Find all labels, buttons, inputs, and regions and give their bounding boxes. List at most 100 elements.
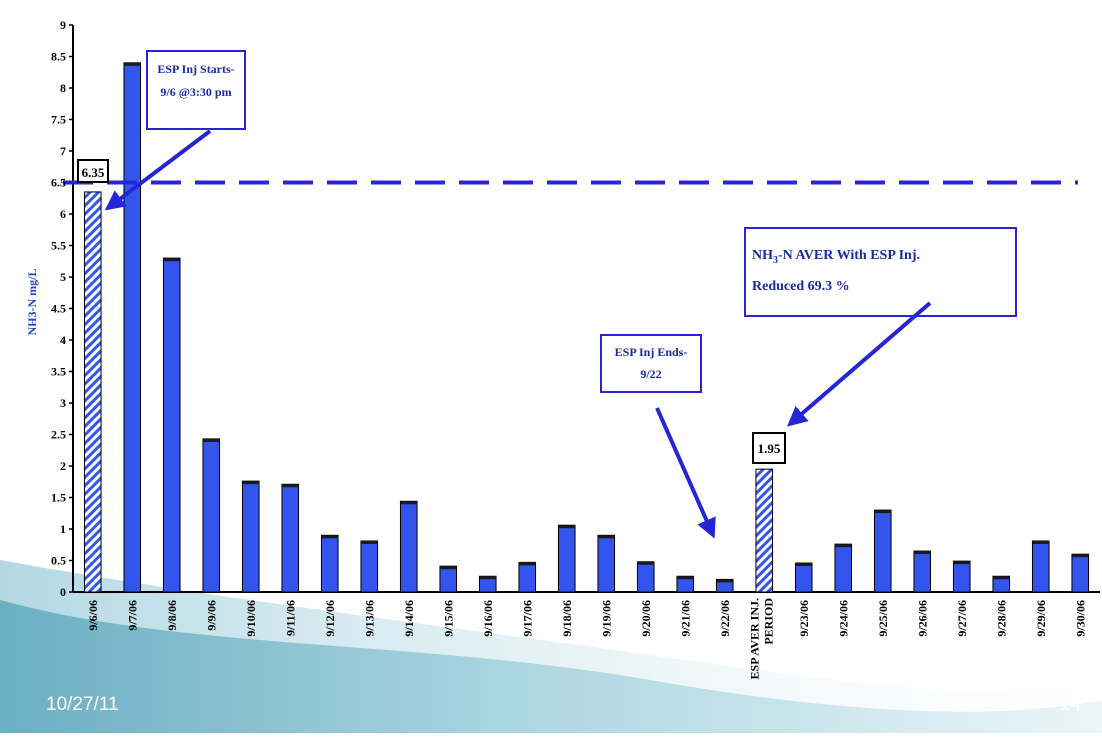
- x-tick-label: 9/20/06: [639, 600, 653, 637]
- bar-cap: [795, 563, 813, 567]
- callout-reduction: NH3-N AVER With ESP Inj. Reduced 69.3 %: [744, 227, 1017, 427]
- bar-cap: [360, 540, 378, 544]
- svg-text:9/6 @3:30 pm: 9/6 @3:30 pm: [160, 85, 231, 99]
- svg-text:ESP Inj Ends-: ESP Inj Ends-: [615, 345, 688, 359]
- bar-cap: [439, 566, 457, 570]
- x-tick-label: 9/19/06: [599, 600, 613, 637]
- bar-cap: [400, 501, 418, 505]
- x-tick-label: 9/17/06: [520, 600, 534, 637]
- data-label-1-95: 1.95: [752, 432, 786, 464]
- y-tick-label: 2: [60, 459, 66, 473]
- bar-9-24-06: [834, 543, 853, 593]
- x-tick-label: 9/18/06: [560, 600, 574, 637]
- bar-cap: [1032, 540, 1050, 544]
- bar-9-7-06: [123, 62, 142, 593]
- y-tick-label: 8: [60, 81, 66, 95]
- y-tick-label: 2.5: [51, 428, 66, 442]
- x-tick-label: 9/9/06: [204, 600, 218, 631]
- bar-9-11-06: [281, 483, 300, 593]
- y-tick-label: 6: [60, 207, 66, 221]
- bar-cap: [953, 561, 971, 565]
- slide-number: 14: [1060, 694, 1082, 715]
- x-tick-label: 9/10/06: [244, 600, 258, 637]
- footer-date: 10/27/11: [46, 694, 119, 715]
- y-tick-label: 4: [60, 333, 66, 347]
- y-tick-labels: 0 0.5 1 1.5 2 2.5 3 3.5 4 4.5 5 5.5 6 6.5 7 7.5 8 8.5 9: [51, 18, 66, 599]
- bar-9-13-06: [360, 540, 379, 593]
- bar-9-30-06: [1071, 553, 1090, 593]
- svg-text:6.35: 6.35: [82, 165, 105, 180]
- x-tick-label: 9/28/06: [994, 600, 1008, 637]
- x-tick-label: 9/7/06: [125, 600, 139, 631]
- bar-9-19-06: [597, 534, 616, 593]
- bar-9-29-06: [1031, 540, 1050, 593]
- y-tick-label: 6.5: [51, 176, 66, 190]
- y-tick-label: 7: [60, 144, 66, 158]
- y-tick-label: 3.5: [51, 365, 66, 379]
- bar-cap: [597, 535, 615, 539]
- bar-cap: [242, 481, 260, 485]
- bar-cap: [518, 562, 536, 566]
- x-tick-label: 9/13/06: [362, 600, 376, 637]
- x-tick-label: 9/14/06: [402, 600, 416, 637]
- svg-text:1.95: 1.95: [758, 441, 781, 456]
- bar-9-18-06: [557, 524, 576, 593]
- x-tick-label: ESP AVER INJ.PERIOD: [747, 598, 775, 680]
- bar-9-17-06: [518, 561, 537, 593]
- bar-cap: [163, 258, 181, 262]
- bar-9-27-06: [952, 560, 971, 593]
- y-tick-label: 9: [60, 18, 66, 32]
- y-tick-label: 5: [60, 270, 66, 284]
- bar-9-10-06: [241, 480, 260, 593]
- svg-text:Reduced 69.3 %: Reduced 69.3 %: [752, 279, 850, 294]
- data-label-6-35: 6.35: [77, 159, 109, 183]
- bar-9-26-06: [913, 550, 932, 593]
- y-tick-label: 7.5: [51, 113, 66, 127]
- x-tick-label: 9/27/06: [955, 600, 969, 637]
- x-tick-label: 9/29/06: [1034, 600, 1048, 637]
- x-tick-labels: 9/6/06 9/7/06 9/8/06 9/9/06 9/10/06 9/11/06 9/…: [86, 598, 1088, 680]
- bar-cap: [123, 62, 141, 66]
- bar-cap: [558, 525, 576, 529]
- x-tick-label: 9/25/06: [876, 600, 890, 637]
- svg-text:9/22: 9/22: [640, 367, 661, 381]
- y-tick-label: 8.5: [51, 50, 66, 64]
- x-tick-label: 9/26/06: [915, 600, 929, 637]
- y-tick-label: 0: [60, 585, 66, 599]
- background-waves: [0, 560, 1102, 733]
- svg-text:ESP Inj Starts-: ESP Inj Starts-: [157, 62, 234, 76]
- y-tick-label: 3: [60, 396, 66, 410]
- bar-9-23-06: [794, 562, 813, 593]
- bar-9-15-06: [439, 565, 458, 593]
- y-tick-label: 5.5: [51, 239, 66, 253]
- x-tick-label: 9/11/06: [283, 600, 297, 636]
- x-tick-label: 9/24/06: [836, 600, 850, 637]
- bar-cap: [676, 576, 694, 580]
- bar-9-25-06: [873, 509, 892, 593]
- bar-9-9-06: [202, 438, 221, 593]
- bar-9-12-06: [320, 534, 339, 593]
- x-tick-label: 9/8/06: [165, 600, 179, 631]
- bar-cap: [913, 551, 931, 555]
- bar-cap: [834, 544, 852, 548]
- bar-cap: [479, 576, 497, 580]
- y-tick-label: 1: [60, 522, 66, 536]
- y-tick-label: 1.5: [51, 491, 66, 505]
- x-tick-label: 9/15/06: [441, 600, 455, 637]
- y-tick-label: 0.5: [51, 554, 66, 568]
- bar-9-14-06: [399, 500, 418, 593]
- x-tick-label: 9/6/06: [86, 600, 100, 631]
- bar-cap: [716, 579, 734, 583]
- x-tick-label: 9/22/06: [718, 600, 732, 637]
- svg-text:NH3-N AVER With ESP Inj.: NH3-N AVER With ESP Inj.: [752, 248, 920, 266]
- bar-9-6-06: [83, 191, 102, 593]
- bars: [83, 62, 1090, 593]
- bar-cap: [992, 576, 1010, 580]
- y-tick-label: 4.5: [51, 302, 66, 316]
- bar-cap: [281, 484, 299, 488]
- bar-cap: [637, 561, 655, 565]
- y-axis-label: NH3-N mg/L: [25, 269, 39, 336]
- callout-end: ESP Inj Ends- 9/22: [600, 334, 716, 539]
